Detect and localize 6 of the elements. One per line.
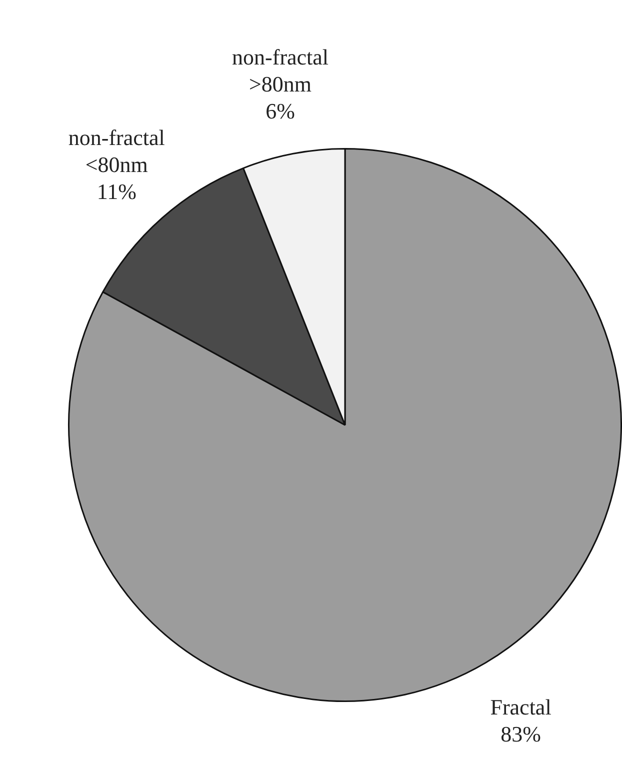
slice-label: Fractal [490,694,552,720]
data-label: 11% [96,178,136,204]
slice-label: non-fractal >80nm [232,44,329,97]
data-label: 83% [500,722,541,747]
data-label: 6% [266,98,295,124]
slice-label: non-fractal <80nm [68,124,165,177]
